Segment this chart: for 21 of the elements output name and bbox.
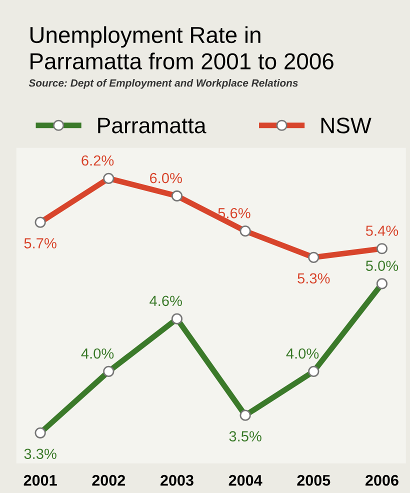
data-label: 4.0% [81,348,114,359]
data-label: 6.2% [82,155,114,166]
data-label: 5.7% [24,238,56,248]
x-tick-label: 2001 [24,474,57,486]
x-tick-label: 2005 [297,474,330,486]
data-label: 5.4% [366,226,398,236]
data-label: 3.3% [24,448,56,460]
data-label: 3.5% [229,431,262,442]
data-label: 4.6% [150,296,182,306]
x-tick-label: 2004 [228,474,262,486]
x-tick-label: 2002 [92,474,126,486]
data-label: 5.0% [366,260,398,271]
data-label: 4.0% [286,348,319,359]
legend-label: Parramatta [98,118,206,134]
x-tick-label: 2006 [366,474,398,486]
data-label: 5.3% [298,273,330,284]
x-tick-label: 2003 [160,474,194,486]
legend-label: NSW [321,118,372,134]
data-label: 6.0% [150,172,182,184]
chart-title: Unemployment Rate in Parramatta from 2001 to 2006 [30,26,334,70]
chart-subtitle: Source: Dept of Employment and Workplace Relations [28,79,298,89]
